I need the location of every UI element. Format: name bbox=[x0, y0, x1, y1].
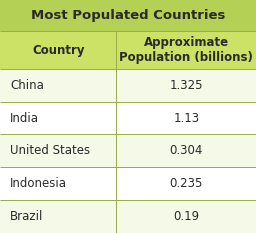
Text: United States: United States bbox=[10, 144, 90, 157]
Text: 1.13: 1.13 bbox=[173, 112, 199, 124]
Text: 1.325: 1.325 bbox=[169, 79, 203, 92]
Text: Approximate
Population (billions): Approximate Population (billions) bbox=[119, 36, 253, 64]
Bar bbox=[0, 134, 256, 167]
Text: Indonesia: Indonesia bbox=[10, 177, 67, 190]
Text: 0.235: 0.235 bbox=[169, 177, 203, 190]
Text: India: India bbox=[10, 112, 39, 124]
Text: Country: Country bbox=[32, 44, 84, 57]
Text: Brazil: Brazil bbox=[10, 210, 44, 223]
Text: 0.19: 0.19 bbox=[173, 210, 199, 223]
Text: 0.304: 0.304 bbox=[169, 144, 203, 157]
Bar bbox=[0, 200, 256, 233]
Bar bbox=[0, 31, 256, 69]
Bar bbox=[0, 0, 256, 31]
Bar bbox=[0, 102, 256, 134]
Bar bbox=[0, 69, 256, 102]
Text: Most Populated Countries: Most Populated Countries bbox=[31, 9, 225, 22]
Bar bbox=[0, 167, 256, 200]
Text: China: China bbox=[10, 79, 44, 92]
